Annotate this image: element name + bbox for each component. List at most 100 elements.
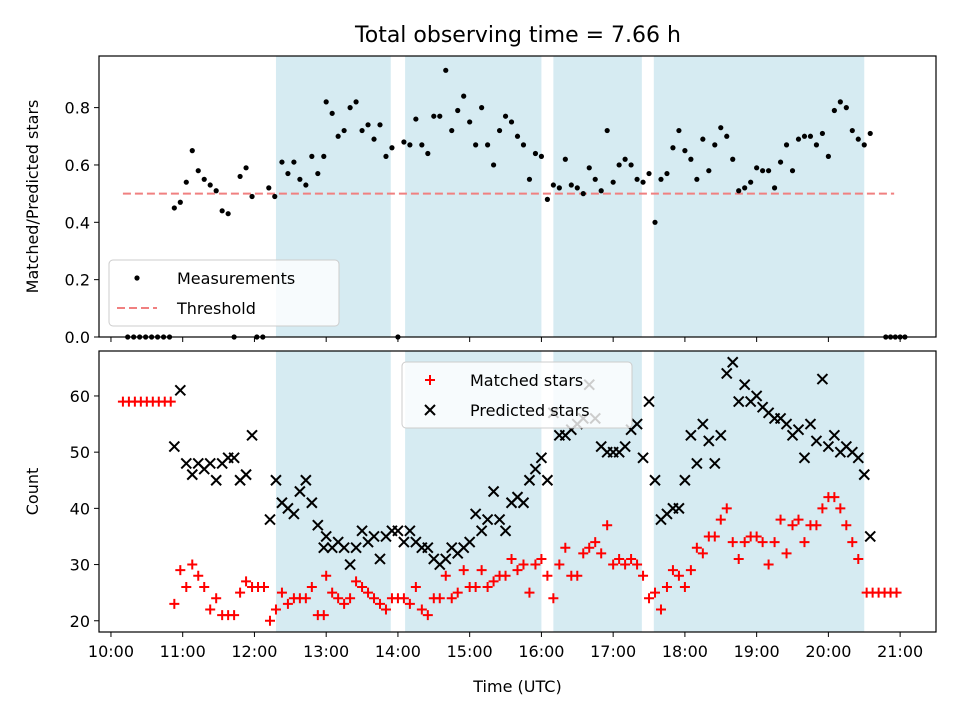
axes-frame [98, 350, 937, 633]
x-tick-label: 14:00 [375, 642, 421, 661]
y-tick-label: 0.0 [65, 328, 90, 347]
data-point [586, 165, 592, 171]
data-point [398, 536, 410, 548]
y-tick-label: 0.8 [65, 99, 90, 118]
data-point [801, 133, 808, 139]
observing-window [275, 351, 391, 632]
data-point [165, 396, 176, 407]
data-point [187, 559, 198, 570]
data-point [374, 598, 385, 609]
data-point [795, 136, 802, 142]
data-point [532, 150, 539, 157]
data-point [530, 559, 541, 570]
data-point [787, 520, 798, 531]
data-point [241, 576, 252, 587]
data-point [526, 176, 533, 182]
data-point [210, 474, 222, 486]
data-point [760, 168, 766, 174]
data-point [327, 587, 338, 598]
data-point [377, 122, 383, 128]
data-point [219, 208, 225, 214]
y-axis-label: Count [23, 468, 42, 516]
data-point [306, 497, 318, 509]
data-point [541, 474, 554, 486]
data-point [213, 188, 219, 194]
data-point [828, 429, 841, 442]
data-point [855, 136, 861, 142]
data-point [353, 99, 359, 105]
chart-title: Total observing time = 7.66 h [354, 23, 681, 48]
data-point [461, 93, 467, 99]
data-point [763, 559, 774, 570]
data-point [341, 127, 347, 134]
data-point [712, 142, 718, 148]
x-tick-label: 18:00 [662, 642, 708, 661]
data-point [766, 168, 772, 174]
data-point [204, 457, 216, 470]
data-point [643, 395, 655, 408]
data-point [709, 457, 721, 470]
data-point [266, 185, 272, 191]
data-point [804, 418, 817, 430]
data-point [658, 176, 664, 182]
data-point [333, 593, 344, 604]
data-point [407, 142, 413, 148]
data-point [578, 548, 589, 559]
data-point [506, 553, 517, 564]
data-point [345, 593, 356, 604]
legend-label: Predicted stars [470, 401, 590, 420]
y-tick-label: 20 [70, 612, 90, 631]
data-point [835, 503, 846, 514]
data-point [389, 145, 395, 151]
data-point [664, 170, 670, 177]
observing-window [553, 56, 642, 337]
data-point [189, 148, 195, 154]
data-point [177, 199, 183, 205]
data-point [544, 196, 550, 202]
data-point [646, 170, 652, 177]
data-point [568, 182, 574, 188]
data-point [792, 423, 805, 436]
x-tick-label: 20:00 [805, 642, 851, 661]
data-point [748, 179, 754, 185]
data-point [810, 435, 823, 447]
series-matched-stars [117, 396, 902, 626]
data-point [181, 582, 192, 593]
data-point [455, 107, 461, 114]
data-point [742, 185, 748, 191]
legend-marker [424, 404, 436, 416]
data-point [637, 452, 649, 464]
data-point [697, 548, 708, 559]
data-point [294, 485, 306, 498]
data-point [562, 156, 568, 162]
y-tick-label: 60 [70, 387, 90, 406]
data-point [323, 99, 329, 105]
data-point [500, 570, 511, 581]
x-tick-label: 13:00 [303, 642, 349, 661]
data-point [392, 525, 404, 537]
data-point [237, 173, 243, 180]
data-point [673, 570, 684, 581]
data-point [410, 582, 421, 593]
data-point [183, 179, 189, 185]
data-point [721, 503, 732, 514]
observing-window [405, 56, 542, 337]
data-point [517, 497, 530, 509]
data-point [452, 587, 463, 598]
data-point [401, 139, 407, 145]
data-point [440, 570, 451, 581]
data-point [556, 185, 562, 191]
data-point [783, 142, 790, 148]
y-tick-label: 40 [70, 499, 90, 518]
data-point [488, 576, 499, 587]
data-point [199, 582, 210, 593]
data-point [211, 593, 222, 604]
data-point [264, 513, 276, 526]
data-point [246, 429, 258, 442]
data-point [676, 127, 682, 134]
data-point [279, 159, 285, 165]
data-point [554, 559, 565, 570]
y-axis-label: Matched/Predicted stars [23, 100, 42, 294]
x-tick-label: 17:00 [590, 642, 636, 661]
data-point [329, 110, 335, 116]
